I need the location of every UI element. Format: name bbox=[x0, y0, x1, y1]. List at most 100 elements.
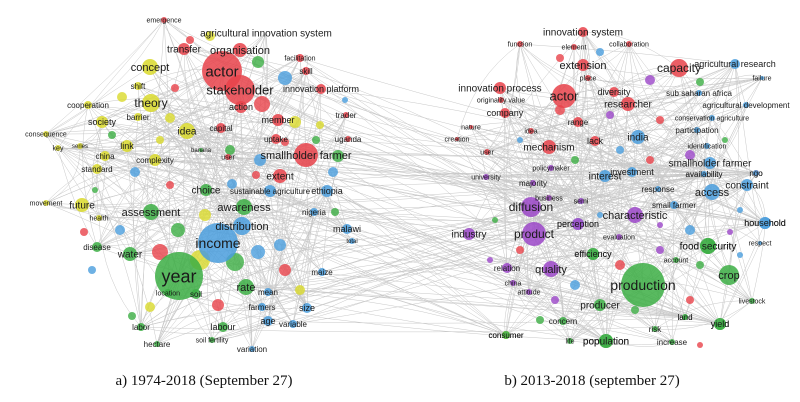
network-node-minor bbox=[278, 71, 292, 85]
label-sustainable-agriculture: sustainable agriculture bbox=[230, 187, 311, 196]
node-complexity bbox=[149, 154, 161, 166]
network-node-minor bbox=[289, 116, 301, 128]
network-panel-b: innovation system function element collabor… bbox=[445, 27, 790, 348]
network-edge bbox=[548, 146, 607, 342]
node-constraint bbox=[741, 179, 753, 191]
network-edge bbox=[678, 67, 748, 186]
label-quality: quality bbox=[535, 264, 567, 276]
network-edge bbox=[87, 104, 705, 175]
network-node-minor bbox=[487, 257, 493, 263]
label-nature: nature bbox=[461, 124, 481, 131]
network-edge bbox=[707, 172, 757, 247]
network-edge bbox=[261, 173, 705, 308]
node-total bbox=[349, 238, 355, 244]
label-rate: rate bbox=[237, 282, 256, 294]
label-ethiopia: ethiopia bbox=[311, 186, 343, 196]
node-mechanism bbox=[542, 140, 556, 154]
network-node-minor bbox=[332, 150, 344, 162]
network-node-minor bbox=[152, 244, 168, 260]
network-node-minor bbox=[88, 266, 96, 274]
network-edge bbox=[251, 190, 328, 350]
label-relation: relation bbox=[494, 264, 520, 273]
network-node-minor bbox=[556, 54, 564, 62]
network-node-minor bbox=[212, 299, 224, 311]
label-distribution: distribution bbox=[215, 221, 268, 233]
network-edge bbox=[569, 340, 673, 346]
label-constraint: constraint bbox=[725, 181, 769, 192]
node-awareness bbox=[236, 199, 252, 215]
network-node-minor bbox=[295, 285, 305, 295]
node-risk bbox=[652, 326, 658, 332]
label-capital: capital bbox=[209, 124, 232, 133]
node-perception bbox=[572, 218, 584, 230]
network-edge bbox=[485, 176, 534, 188]
label-account: account bbox=[664, 257, 689, 264]
node-researcher bbox=[621, 97, 635, 111]
network-edge bbox=[251, 175, 281, 350]
network-node-minor bbox=[737, 252, 743, 258]
node-sub-saharan-africa bbox=[696, 90, 702, 96]
network-node-minor bbox=[571, 156, 579, 164]
network-edge bbox=[57, 147, 269, 322]
label-shift: shift bbox=[131, 82, 146, 91]
network-edge bbox=[222, 89, 242, 328]
network-edge bbox=[126, 106, 242, 147]
node-income bbox=[198, 223, 238, 263]
network-node-minor bbox=[117, 92, 127, 102]
network-node-minor bbox=[227, 179, 237, 189]
network-node-minor bbox=[696, 261, 704, 269]
network-node-minor bbox=[727, 229, 733, 235]
network-edge bbox=[205, 189, 607, 342]
label-future: future bbox=[69, 201, 95, 212]
label-organisation: organisation bbox=[210, 45, 270, 57]
network-edge bbox=[628, 43, 686, 318]
label-attitude: attitude bbox=[518, 289, 541, 296]
label-failure: failure bbox=[752, 75, 771, 82]
network-edge bbox=[506, 95, 565, 269]
node-participation bbox=[694, 127, 700, 133]
network-edge bbox=[628, 43, 748, 186]
network-edge bbox=[550, 164, 757, 174]
network-edge bbox=[205, 172, 757, 191]
network-edge bbox=[129, 70, 307, 255]
network-edge bbox=[631, 171, 730, 276]
network-edge bbox=[486, 103, 629, 153]
network-edge bbox=[654, 300, 753, 330]
network-edge bbox=[533, 91, 615, 235]
network-node-minor bbox=[312, 136, 320, 144]
network-edge bbox=[45, 19, 165, 135]
label-identification: identification bbox=[688, 143, 727, 150]
network-edge bbox=[468, 233, 673, 343]
network-node-minor bbox=[252, 171, 260, 179]
node-uptake bbox=[271, 134, 281, 144]
network-edge bbox=[486, 136, 596, 153]
network-node-minor bbox=[331, 208, 339, 216]
node-range bbox=[573, 117, 583, 127]
network-edge bbox=[530, 130, 753, 302]
network-edge bbox=[186, 130, 766, 224]
label-movement: movement bbox=[30, 200, 63, 207]
label-diffusion: diffusion bbox=[509, 200, 553, 214]
network-edge bbox=[719, 242, 761, 325]
network-edge bbox=[156, 240, 353, 345]
node-evaluation bbox=[616, 234, 622, 240]
network-edge bbox=[57, 127, 222, 149]
node-producer bbox=[594, 299, 606, 311]
label-user: user bbox=[480, 149, 494, 156]
node-consumer bbox=[502, 331, 510, 339]
node-malawi bbox=[342, 224, 352, 234]
network-edge bbox=[96, 127, 222, 248]
network-edge bbox=[628, 43, 761, 244]
network-edge bbox=[57, 19, 165, 149]
network-edge bbox=[582, 31, 721, 325]
label-theory: theory bbox=[134, 96, 167, 110]
network-edge bbox=[654, 104, 747, 330]
label-characteristic: characteristic bbox=[603, 210, 668, 222]
network-edge bbox=[605, 340, 673, 347]
label-efficiency: efficiency bbox=[574, 249, 612, 259]
label-creation: creation bbox=[445, 136, 470, 143]
label-choice: choice bbox=[192, 186, 221, 197]
network-node-minor bbox=[130, 167, 140, 177]
node-idea bbox=[528, 128, 534, 134]
label-awareness: awareness bbox=[217, 202, 271, 214]
